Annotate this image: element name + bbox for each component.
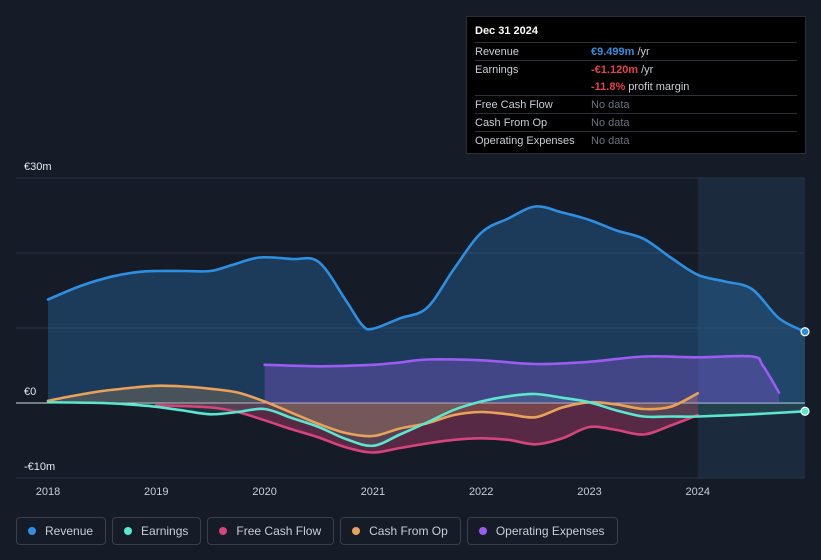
tooltip-row-unit: profit margin [628, 80, 690, 93]
legend-label: Free Cash Flow [236, 524, 322, 538]
tooltip-row-label: Revenue [475, 45, 520, 58]
legend-label: Revenue [45, 524, 94, 538]
tooltip-row-value: €9.499m [591, 45, 635, 58]
legend-dot-icon [28, 527, 36, 535]
tooltip-row-unit: /yr [637, 45, 650, 58]
legend-label: Earnings [141, 524, 189, 538]
legend-item-operating-expenses[interactable]: Operating Expenses [466, 517, 618, 545]
tooltip-row: -11.8% profit margin [475, 78, 797, 95]
legend-dot-icon [352, 527, 361, 535]
tooltip-row: Revenue €9.499m/yr [475, 42, 797, 60]
tooltip-row-label: Operating Expenses [475, 134, 575, 147]
earnings-area [48, 393, 805, 446]
revenue-area [48, 206, 805, 403]
tooltip-date: Dec 31 2024 [475, 25, 538, 37]
legend-item-earnings[interactable]: Earnings [112, 517, 202, 545]
tooltip-row: Earnings -€1.120m/yr [475, 60, 797, 78]
x-tick-label: 2020 [252, 486, 276, 498]
tooltip-row: Cash From Op No data [475, 113, 797, 131]
legend-label: Operating Expenses [495, 524, 605, 538]
tooltip-row-value: No data [591, 134, 630, 147]
earnings-end-marker [800, 406, 810, 416]
tooltip-row-value: -€1.120m [591, 63, 639, 76]
tooltip-row-label: Earnings [475, 63, 519, 76]
revenue-end-marker [800, 327, 810, 337]
operating-expenses-area [264, 356, 780, 403]
legend-dot-icon [478, 527, 487, 535]
legend: Revenue Earnings Free Cash Flow Cash From O… [16, 517, 618, 545]
tooltip-row: Operating Expenses No data [475, 131, 797, 149]
x-tick-label: 2024 [686, 486, 710, 498]
legend-dot-icon [124, 527, 133, 535]
cash-from-op-area [48, 385, 698, 437]
legend-item-free-cash-flow[interactable]: Free Cash Flow [207, 517, 335, 545]
tooltip-row-label: Free Cash Flow [475, 98, 553, 111]
legend-dot-icon [219, 527, 228, 535]
free-cash-flow-area [156, 403, 698, 453]
tooltip: Dec 31 2024 Revenue €9.499m/yr Earnings -€1… [466, 16, 806, 154]
tooltip-row-value: -11.8% [591, 80, 626, 93]
legend-item-cash-from-op[interactable]: Cash From Op [340, 517, 461, 545]
operating-expenses-line [263, 354, 781, 394]
tooltip-row-unit: /yr [641, 63, 654, 76]
y-tick-label: €30m [24, 161, 52, 173]
x-tick-label: 2018 [36, 486, 60, 498]
earnings-line [46, 392, 807, 448]
x-tick-label: 2023 [577, 486, 601, 498]
revenue-line [46, 205, 807, 334]
legend-item-revenue[interactable]: Revenue [16, 517, 107, 545]
free-cash-flow-line [155, 404, 700, 454]
tooltip-row-value: No data [591, 98, 630, 111]
legend-label: Cash From Op [369, 524, 448, 538]
x-tick-label: 2022 [469, 486, 493, 498]
chart-canvas: €30m €0 -€10m 2018 2019 2020 2021 2022 2023 2024 [16, 161, 810, 498]
y-tick-label: -€10m [24, 461, 55, 473]
x-tick-label: 2019 [144, 486, 168, 498]
tooltip-row: Free Cash Flow No data [475, 95, 797, 113]
tooltip-row-value: No data [591, 116, 630, 129]
tooltip-row-label: Cash From Op [475, 116, 548, 129]
x-tick-label: 2021 [361, 486, 385, 498]
y-tick-label: €0 [24, 386, 36, 398]
